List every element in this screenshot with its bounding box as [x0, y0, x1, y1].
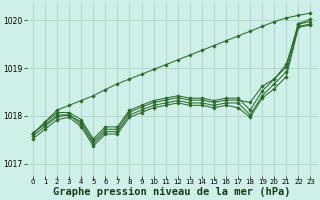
- X-axis label: Graphe pression niveau de la mer (hPa): Graphe pression niveau de la mer (hPa): [53, 186, 291, 197]
